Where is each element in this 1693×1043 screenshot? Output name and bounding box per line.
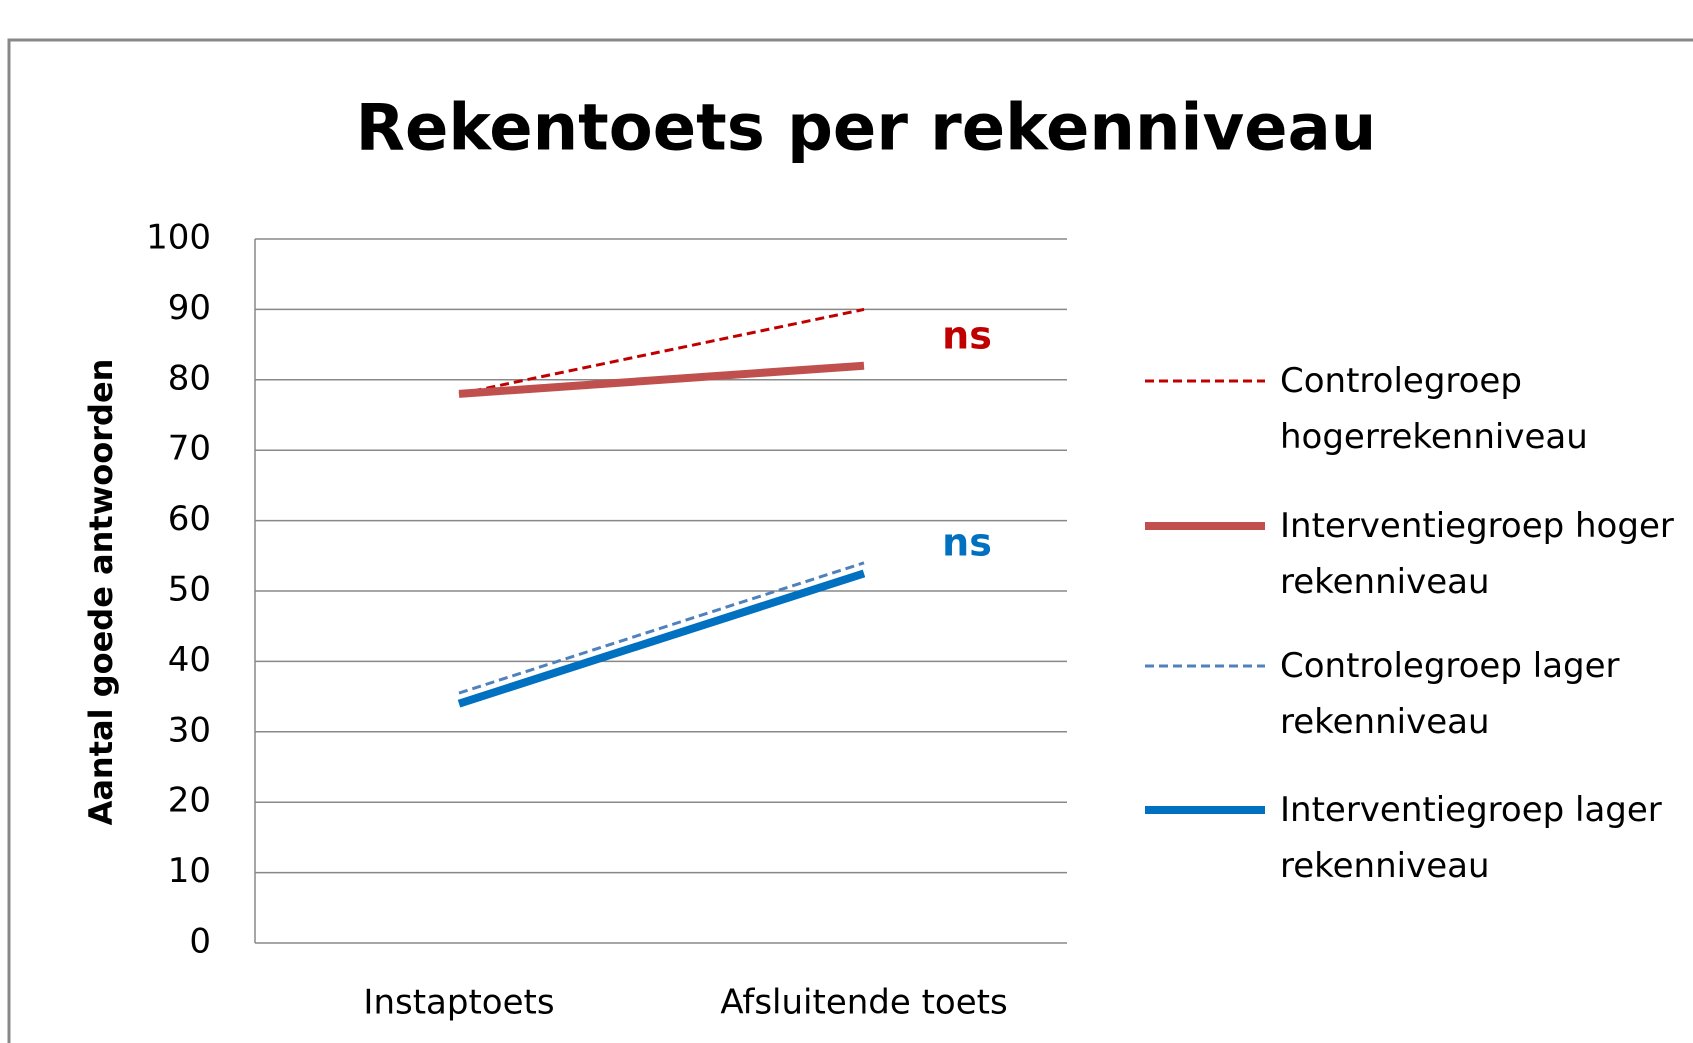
y-tick-label: 20 [168,781,211,821]
series-line [458,361,865,398]
y-tick-label: 30 [168,710,211,750]
legend-label: Interventiegroep hoger rekenniveau [1280,506,1674,602]
chart-title: Rekentoets per rekenniveau [356,92,1377,166]
x-tick-label: Afsluitende toets [720,983,1007,1023]
y-tick-label: 50 [168,570,211,610]
y-tick-label: 70 [168,429,211,469]
series-line [458,307,865,396]
y-tick-label: 80 [168,358,211,398]
legend-label: Interventiegroep lager rekenniveau [1280,790,1662,886]
chart-border [7,38,1693,1043]
annotation: ns [942,314,992,358]
series-line [457,569,866,708]
y-tick-label: 40 [168,640,211,680]
y-tick-label: 60 [168,499,211,539]
series-line [458,561,865,695]
y-axis-label: Aantal goede antwoorden [82,359,120,826]
legend-label: Controlegroep hogerrekenniveau [1280,361,1588,457]
y-tick-label: 100 [146,218,211,258]
y-tick-label: 90 [168,288,211,328]
legend-label: Controlegroep lager rekenniveau [1280,646,1620,742]
annotation: ns [942,521,992,565]
x-tick-label: Instaptoets [363,983,554,1023]
y-tick-label: 10 [168,851,211,891]
y-tick-label: 0 [189,922,211,962]
